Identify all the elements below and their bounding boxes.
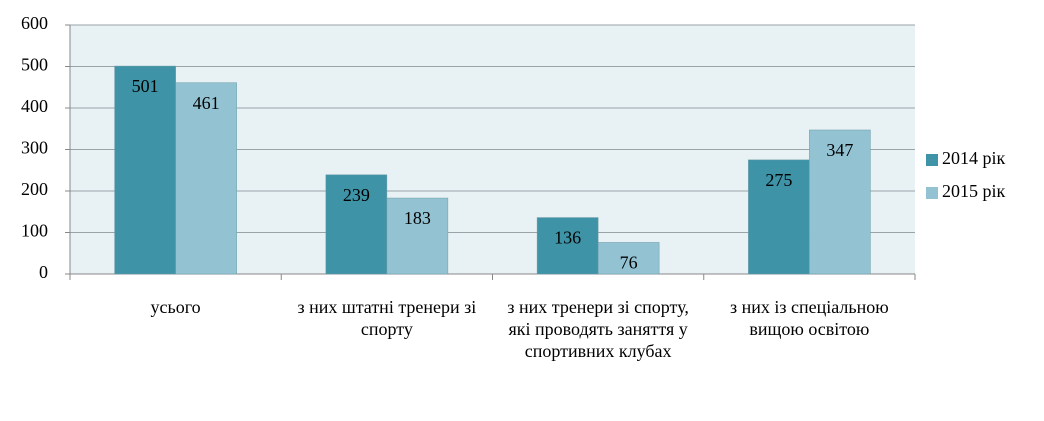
legend-label: 2015 рік <box>942 181 1006 201</box>
bar <box>536 217 599 275</box>
legend-label: 2014 рік <box>942 148 1006 168</box>
y-tick-label: 100 <box>21 221 48 241</box>
x-tick-label: з них штатні тренери зі спорту <box>297 297 477 339</box>
data-label: 76 <box>620 253 638 273</box>
bar <box>175 82 237 275</box>
data-label: 183 <box>404 208 431 228</box>
x-tick-label: усього <box>150 297 201 317</box>
y-tick-label: 200 <box>21 179 48 199</box>
y-tick-label: 500 <box>21 55 48 75</box>
legend-swatch <box>926 187 938 199</box>
x-tick-label: з них тренери зі спорту, які проводять з… <box>507 297 689 361</box>
bar <box>809 129 871 275</box>
data-label: 347 <box>826 140 853 160</box>
data-label: 275 <box>765 170 792 190</box>
y-tick-label: 600 <box>21 13 48 33</box>
bar <box>114 65 176 275</box>
bar <box>386 197 449 275</box>
y-tick-label: 300 <box>21 138 48 158</box>
data-label: 461 <box>193 93 220 113</box>
data-label: 501 <box>132 76 159 96</box>
y-tick-label: 0 <box>39 262 48 282</box>
y-tick-label: 400 <box>21 96 48 116</box>
bar <box>325 174 388 275</box>
legend-swatch <box>926 154 938 166</box>
data-label: 136 <box>554 228 581 248</box>
bar <box>597 242 660 275</box>
data-label: 239 <box>343 185 370 205</box>
x-tick-label: з них із спеціальною вищою освітою <box>730 297 889 339</box>
bar <box>748 159 810 275</box>
